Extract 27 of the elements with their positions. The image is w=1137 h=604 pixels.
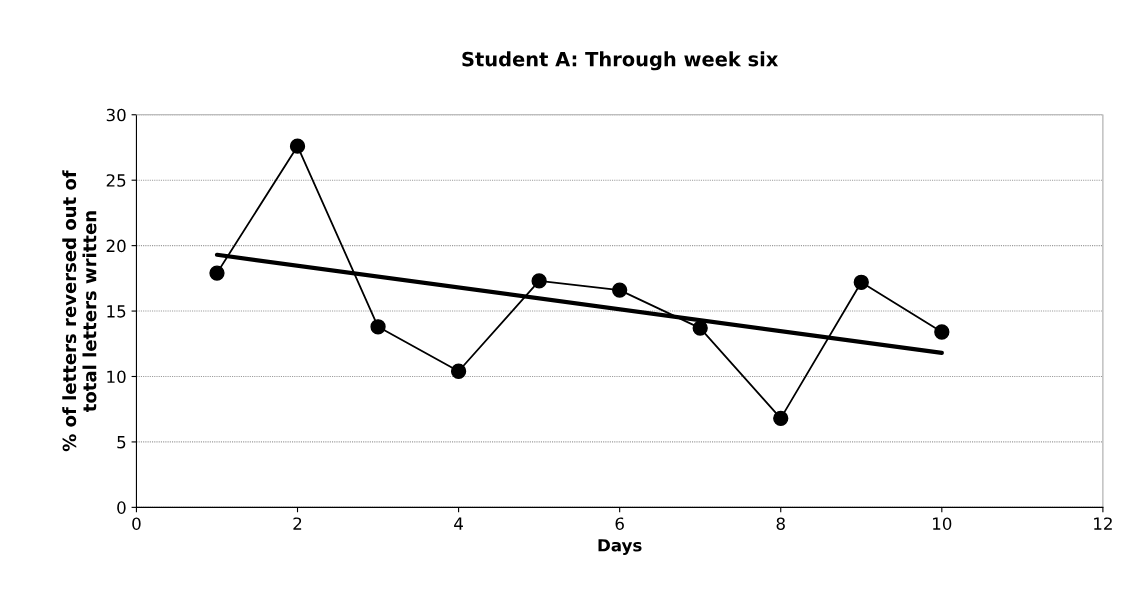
point (934, 324, 950, 340)
point (370, 319, 386, 335)
point (853, 274, 869, 290)
point (692, 320, 708, 336)
point (612, 282, 628, 298)
y-tick-label: 10 (107, 370, 126, 384)
x-tick-label: 12 (1094, 517, 1112, 530)
y-tick-label: 20 (106, 239, 126, 253)
x-tick-label: 0 (132, 517, 141, 530)
x-tick-label: 10 (933, 517, 952, 530)
x-axis-title: Days (598, 539, 642, 555)
x-tick-label: 4 (454, 517, 463, 530)
point (773, 410, 789, 427)
y-tick-label: 25 (106, 174, 126, 187)
y-tick-label: 0 (117, 501, 126, 514)
point (450, 363, 467, 379)
x-tick-label: 6 (615, 517, 624, 530)
point (289, 138, 306, 154)
point (209, 265, 225, 281)
y-axis-title: % of letters reversed out of total letters written (62, 170, 97, 452)
x-tick-label: 2 (293, 517, 302, 530)
y-tick-label: 15 (107, 305, 126, 318)
y-tick-label: 30 (106, 108, 126, 122)
x-tick-label: 8 (776, 517, 785, 530)
point (531, 273, 547, 289)
chart-title: Student A: Through week six (462, 51, 779, 71)
y-tick-label: 5 (117, 436, 126, 449)
